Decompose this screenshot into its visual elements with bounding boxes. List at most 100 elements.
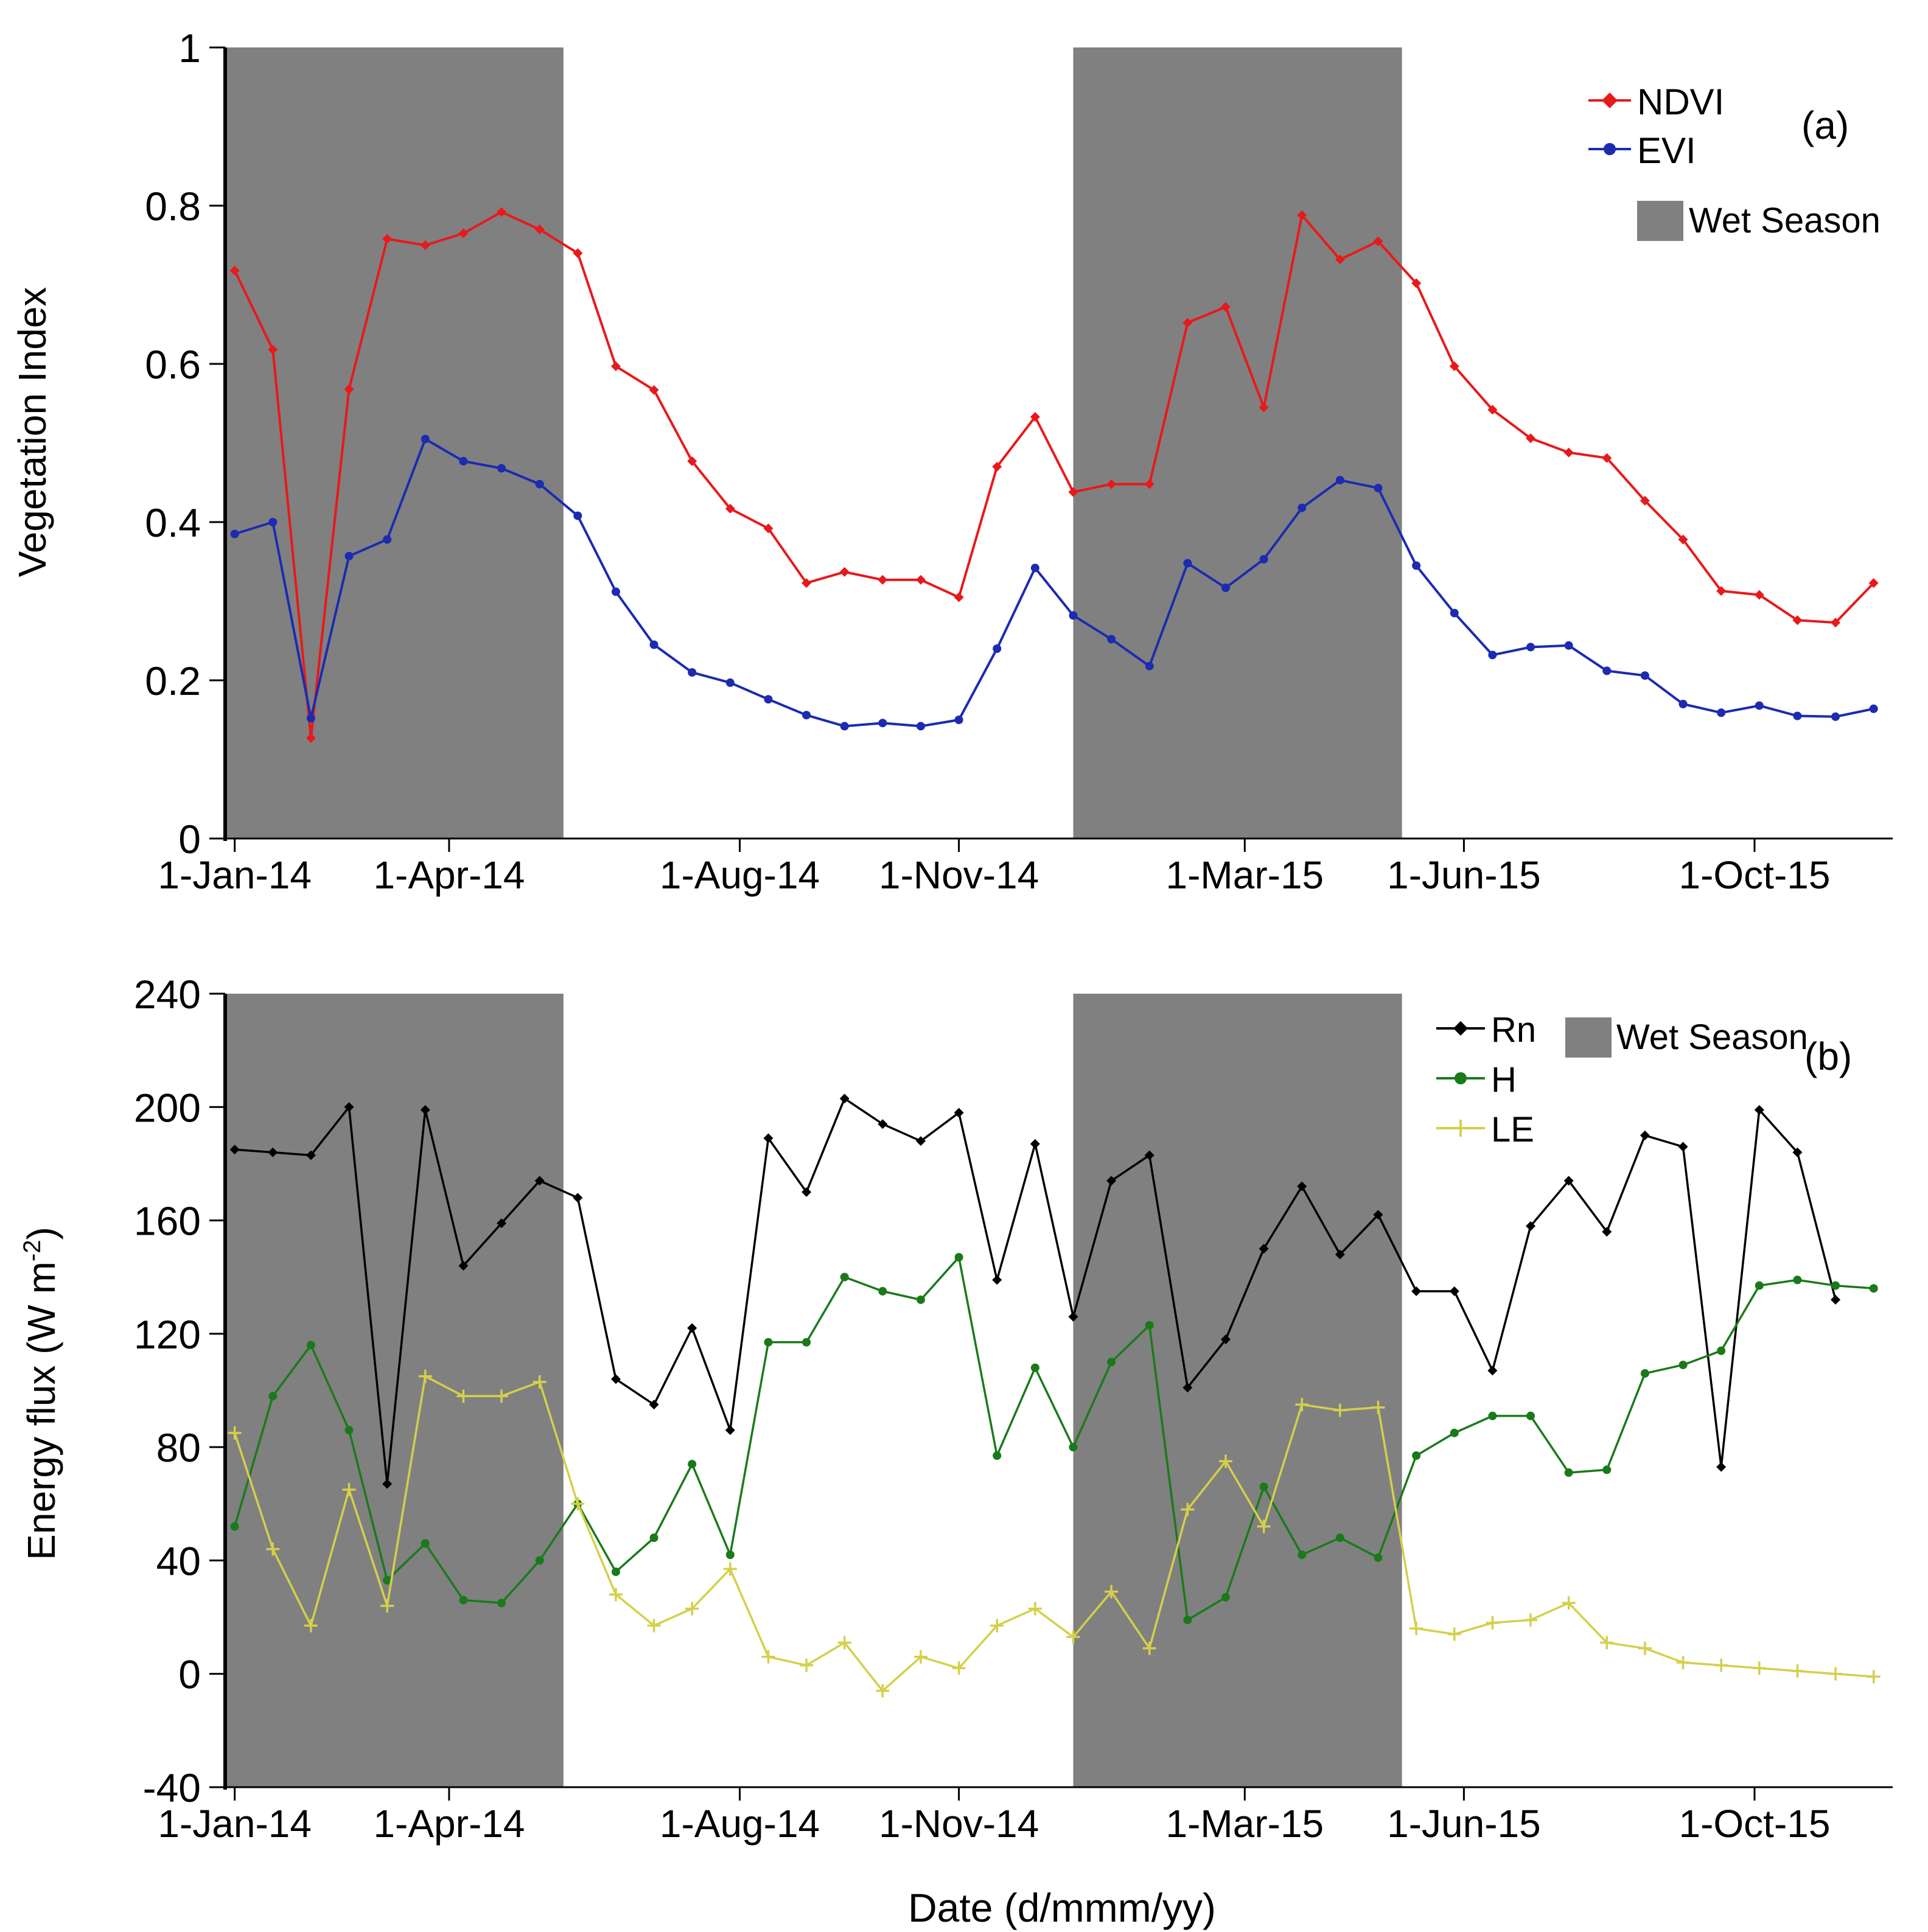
data-point-rn xyxy=(649,1400,659,1410)
y-tick-label-b: 40 xyxy=(156,1538,201,1583)
data-point-h xyxy=(954,1253,963,1262)
data-point-ndvi xyxy=(915,574,926,585)
data-point-le xyxy=(1562,1596,1576,1610)
x-tick-label-b: 1-Nov-14 xyxy=(879,1802,1039,1846)
data-point-h xyxy=(725,1550,735,1560)
data-point-ndvi xyxy=(1602,453,1612,463)
data-point-evi xyxy=(916,722,925,731)
data-point-rn xyxy=(497,1218,507,1229)
data-point-evi xyxy=(1221,583,1230,592)
panel-b-tick-labels: -40 0 40 80 120 160 200 240 1-Jan-14 1-Apr-14 1-Au… xyxy=(134,972,1831,1846)
data-point-rn xyxy=(763,1133,774,1143)
y-tick-label-a: 0 xyxy=(178,817,201,862)
data-point-le xyxy=(1181,1502,1195,1516)
data-point-h xyxy=(1221,1592,1230,1602)
data-point-ndvi xyxy=(1221,302,1231,312)
data-point-ndvi xyxy=(382,234,393,244)
data-point-le xyxy=(1105,1585,1119,1599)
data-point-le xyxy=(1752,1661,1766,1675)
data-point-le xyxy=(266,1542,280,1556)
data-point-evi xyxy=(459,456,468,466)
data-point-evi xyxy=(1107,635,1116,644)
data-point-evi xyxy=(1259,555,1268,564)
panel-b-y-axis-label-main: Energy flux (W m xyxy=(19,1261,63,1560)
x-tick-label-b: 1-Apr-14 xyxy=(373,1802,525,1846)
data-point-h xyxy=(344,1426,354,1435)
data-point-ndvi xyxy=(344,384,354,394)
data-point-evi xyxy=(1450,609,1459,618)
data-point-h xyxy=(1869,1284,1878,1293)
panel-b-x-axis-label: Date (d/mmm/yy) xyxy=(908,1885,1216,1930)
data-point-ndvi xyxy=(1640,495,1650,506)
data-point-rn xyxy=(458,1261,469,1271)
x-tick-label-a: 1-Apr-14 xyxy=(373,853,525,897)
panel-a-chart: 0 0.2 0.4 0.6 0.8 1 1-Jan-14 1-Apr-14 1-Aug-14 1-… xyxy=(10,26,1893,897)
y-tick-label-b: 240 xyxy=(134,972,201,1017)
data-point-le xyxy=(761,1650,775,1664)
data-point-ndvi xyxy=(1373,236,1383,246)
data-point-h xyxy=(268,1392,278,1401)
data-point-evi xyxy=(497,464,506,473)
data-point-le xyxy=(1714,1658,1728,1672)
data-point-rn xyxy=(1831,1294,1841,1305)
data-point-ndvi xyxy=(649,385,659,395)
data-point-evi xyxy=(1717,708,1726,717)
data-point-le xyxy=(456,1389,470,1403)
data-point-h xyxy=(497,1599,506,1608)
data-point-le xyxy=(800,1658,814,1672)
data-point-h xyxy=(1298,1550,1307,1560)
data-point-evi xyxy=(1298,503,1307,512)
x-tick-label-a: 1-Mar-15 xyxy=(1166,853,1324,897)
data-point-le xyxy=(1867,1670,1881,1684)
data-point-evi xyxy=(1374,484,1383,493)
data-point-h xyxy=(611,1568,620,1577)
wet-season-band-a-1 xyxy=(225,47,564,839)
data-point-ndvi xyxy=(1106,479,1117,489)
data-point-h xyxy=(802,1337,811,1347)
data-point-rn xyxy=(1487,1365,1498,1376)
data-point-le xyxy=(495,1389,509,1403)
data-point-ndvi xyxy=(1831,618,1841,628)
data-point-h xyxy=(916,1295,925,1304)
data-point-evi xyxy=(764,695,773,704)
panel-a-annotation: (a) xyxy=(1801,103,1849,147)
data-point-evi xyxy=(688,668,697,677)
data-point-ndvi xyxy=(229,265,240,276)
data-point-evi xyxy=(1640,671,1649,680)
data-point-ndvi xyxy=(1868,578,1879,588)
data-point-le xyxy=(1486,1616,1500,1630)
panel-a-series xyxy=(229,207,1879,743)
x-tick-label-b: 1-Jan-14 xyxy=(158,1802,312,1846)
data-point-h xyxy=(1183,1616,1192,1625)
data-point-evi xyxy=(268,518,278,526)
x-tick-label-b: 1-Jun-15 xyxy=(1387,1802,1541,1846)
data-point-le xyxy=(1028,1602,1042,1616)
data-point-ndvi xyxy=(610,361,621,371)
data-point-evi xyxy=(840,722,849,731)
y-tick-label-b: 80 xyxy=(156,1425,201,1470)
data-point-rn xyxy=(1144,1150,1154,1160)
data-point-le xyxy=(1371,1400,1385,1414)
data-point-le xyxy=(647,1619,661,1633)
data-point-rn xyxy=(1068,1311,1078,1322)
data-point-le xyxy=(837,1636,851,1650)
data-point-evi xyxy=(1755,701,1764,710)
data-point-h xyxy=(459,1595,468,1605)
legend-h-label: H xyxy=(1491,1060,1517,1100)
legend-wet-season-swatch-b-icon xyxy=(1565,1017,1612,1058)
data-point-le xyxy=(1600,1636,1614,1650)
data-point-evi xyxy=(878,719,887,728)
series-line-h xyxy=(234,1256,1874,1621)
data-point-h xyxy=(306,1341,315,1350)
data-point-le xyxy=(1447,1627,1461,1641)
y-tick-label-a: 0.6 xyxy=(145,342,201,387)
panel-b-legend: Rn H LE Wet Season (b) xyxy=(1436,1010,1852,1149)
data-point-ndvi xyxy=(687,456,697,466)
data-point-rn xyxy=(1335,1249,1345,1260)
data-point-h xyxy=(1259,1482,1268,1491)
data-point-ndvi xyxy=(878,574,888,585)
data-point-h xyxy=(1450,1428,1459,1437)
data-point-rn xyxy=(229,1145,240,1155)
data-point-rn xyxy=(1678,1142,1688,1152)
data-point-rn xyxy=(306,1150,316,1160)
